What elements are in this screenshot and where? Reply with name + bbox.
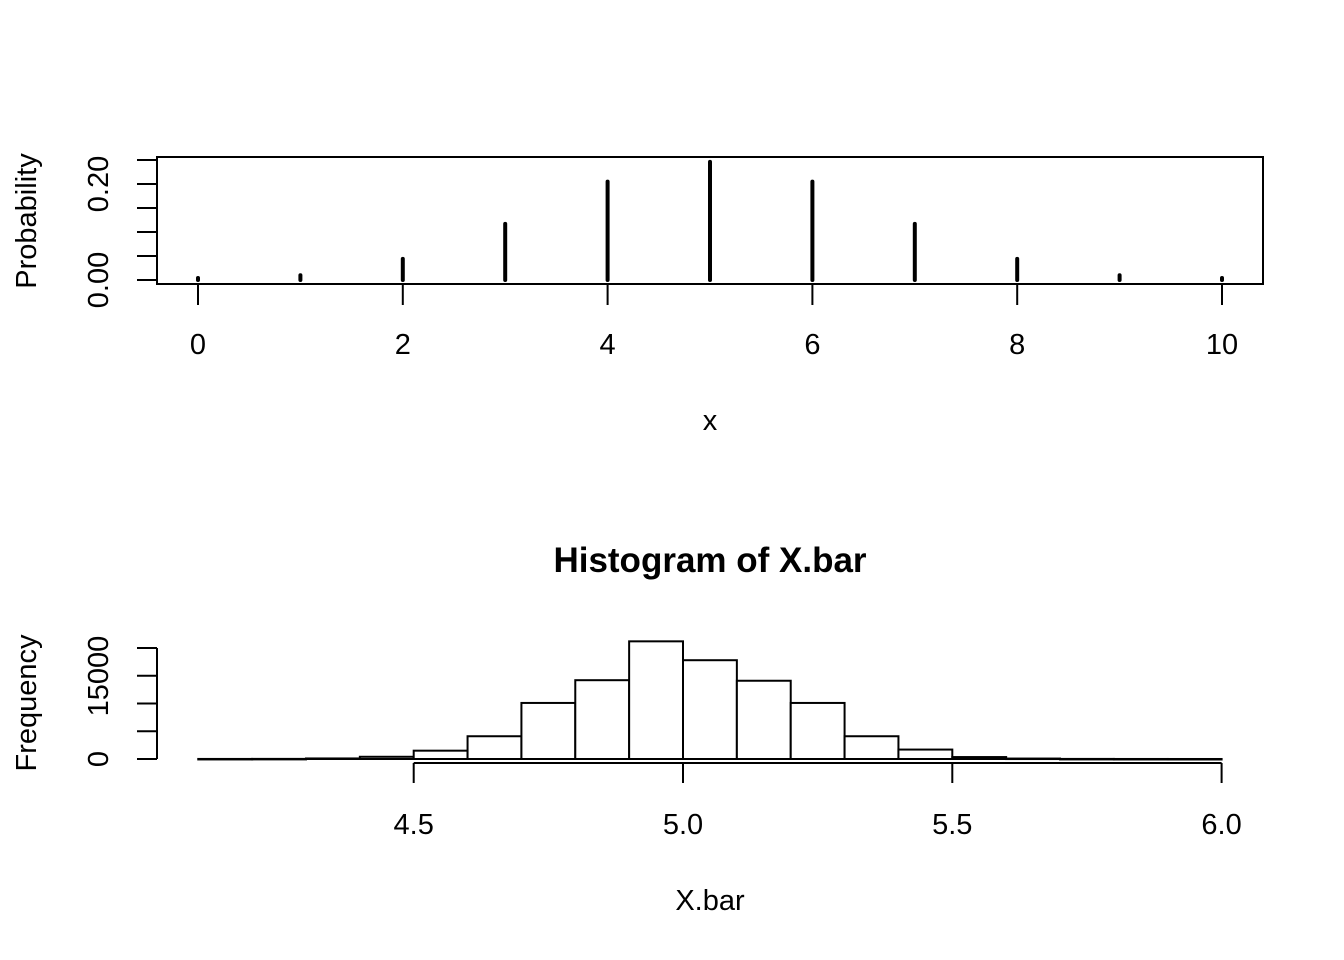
histogram-bar	[789, 701, 846, 761]
x-tick-label: 10	[1206, 329, 1238, 361]
histogram-bar	[1166, 757, 1223, 761]
histogram-bar	[358, 755, 415, 761]
histogram-bar	[682, 659, 738, 761]
histogram-bar	[897, 748, 954, 761]
x-tick-label: 6.0	[1201, 809, 1241, 841]
x-tick-label: 6	[804, 329, 820, 361]
histogram-bar	[1059, 757, 1115, 761]
x-tick-label: 5.0	[663, 809, 703, 841]
histogram-plot: Histogram of X.bar 4.5 5.0 5.5 6.0 0 15000 …	[11, 541, 1242, 917]
histogram-bar	[628, 640, 685, 761]
y-tick-label-low: 0.00	[83, 252, 115, 308]
x-tick-label: 2	[395, 329, 411, 361]
x-axis-title: x	[703, 405, 718, 437]
y-axis-title: Probability	[11, 153, 43, 289]
x-axis: 4.5 5.0 5.5 6.0	[394, 762, 1242, 841]
histogram-bar	[1112, 757, 1169, 761]
histogram-bar	[843, 735, 900, 760]
histogram-bar	[735, 679, 792, 760]
x-tick-label: 4	[600, 329, 616, 361]
y-axis	[137, 647, 158, 760]
x-axis-title: X.bar	[675, 885, 745, 917]
x-tick-label: 4.5	[394, 809, 434, 841]
plot-box	[156, 156, 1264, 285]
histogram-bar	[412, 749, 469, 760]
histogram-bar	[574, 679, 631, 760]
histogram-bar	[951, 756, 1008, 760]
x-tick-label: 0	[190, 329, 206, 361]
histogram-bar	[1005, 757, 1062, 761]
y-tick-label-high: 15000	[83, 636, 115, 717]
x-axis: 0 2 4 6 8 10	[190, 284, 1238, 361]
histogram-bar	[251, 757, 307, 761]
y-tick-label-low: 0	[83, 751, 115, 767]
probability-spikes	[196, 159, 1224, 282]
histogram-bar	[197, 757, 254, 761]
histogram-bars	[197, 640, 1223, 761]
y-tick-label-high: 0.20	[83, 156, 115, 212]
pmf-plot: 0 2 4 6 8 10 0.00 0.20 Probability x	[11, 153, 1264, 437]
x-tick-label: 5.5	[932, 809, 972, 841]
y-axis	[137, 159, 157, 281]
chart-title: Histogram of X.bar	[553, 541, 866, 580]
x-tick-label: 8	[1009, 329, 1025, 361]
histogram-bar	[466, 735, 523, 760]
histogram-bar	[520, 701, 577, 761]
y-axis-title: Frequency	[11, 634, 43, 772]
histogram-bar	[304, 757, 361, 761]
